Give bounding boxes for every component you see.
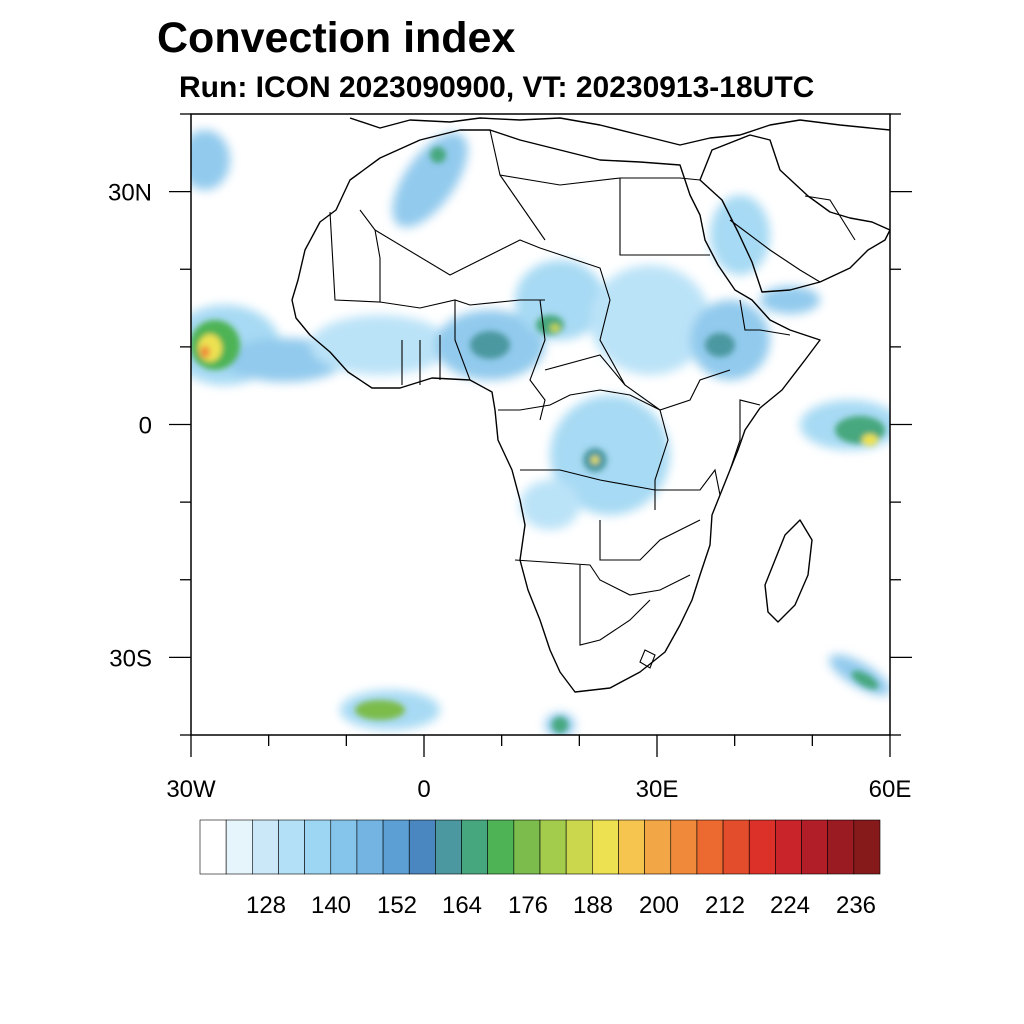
colorbar-label: 212 xyxy=(705,892,745,919)
colorbar-swatch xyxy=(801,819,828,875)
lon-tick-label: 0 xyxy=(417,776,430,803)
convection-field xyxy=(191,130,890,735)
colorbar-swatch xyxy=(278,819,305,875)
colorbar xyxy=(199,819,881,875)
colorbar-swatch xyxy=(304,819,332,875)
colorbar-label: 140 xyxy=(311,892,351,919)
colorbar-swatch xyxy=(775,819,802,875)
lat-tick-label: 30N xyxy=(108,180,152,207)
colorbar-swatch xyxy=(382,819,410,875)
colorbar-label: 236 xyxy=(836,892,876,919)
colorbar-label: 188 xyxy=(573,892,613,919)
colorbar-swatch xyxy=(356,819,384,875)
africa-coastline xyxy=(291,129,821,693)
colorbar-swatch xyxy=(565,819,593,875)
lat-tick-label: 30S xyxy=(109,645,152,672)
colorbar-swatch xyxy=(330,819,358,875)
colorbar-swatch xyxy=(670,819,698,875)
colorbar-swatch xyxy=(827,819,855,875)
axis-ticks xyxy=(169,113,912,757)
colorbar-swatch xyxy=(853,819,881,875)
colorbar-swatch xyxy=(461,819,488,875)
colorbar-label: 128 xyxy=(246,892,286,919)
arabia-coastline xyxy=(699,134,890,293)
lon-tick-label: 30W xyxy=(166,776,216,803)
colorbar-swatch xyxy=(539,819,567,875)
colorbar-label: 152 xyxy=(377,892,417,919)
colorbar-swatch xyxy=(696,819,724,875)
europe-coastline xyxy=(349,117,890,146)
colorbar-swatch xyxy=(252,819,279,875)
colorbar-swatch xyxy=(408,819,436,875)
axis-tick-labels: 30W 0 30E 60E 30N 0 30S xyxy=(108,180,911,803)
colorbar-swatch xyxy=(487,819,515,875)
madagascar-coastline xyxy=(764,519,813,623)
colorbar-swatch xyxy=(748,819,776,875)
plot-subtitle: Run: ICON 2023090900, VT: 20230913-18UTC xyxy=(179,71,815,104)
lon-tick-label: 30E xyxy=(636,776,679,803)
colorbar-label: 224 xyxy=(770,892,810,919)
colorbar-swatch xyxy=(644,819,672,875)
colorbar-swatch xyxy=(618,819,645,875)
plot-frame xyxy=(190,113,891,736)
lon-tick-label: 60E xyxy=(869,776,912,803)
country-borders xyxy=(329,129,856,669)
colorbar-label: 200 xyxy=(639,892,679,919)
colorbar-label: 176 xyxy=(508,892,548,919)
colorbar-swatch xyxy=(199,819,227,875)
colorbar-swatch xyxy=(513,819,541,875)
colorbar-swatch xyxy=(435,819,462,875)
colorbar-label: 164 xyxy=(442,892,482,919)
colorbar-swatch xyxy=(722,819,750,875)
colorbar-swatch xyxy=(592,819,619,875)
colorbar-swatch xyxy=(225,819,253,875)
lat-tick-label: 0 xyxy=(139,413,152,440)
coastlines xyxy=(291,117,890,693)
plot-title: Convection index xyxy=(157,14,516,62)
colorbar-labels: 128 140 152 164 176 188 200 212 224 236 xyxy=(246,892,876,919)
